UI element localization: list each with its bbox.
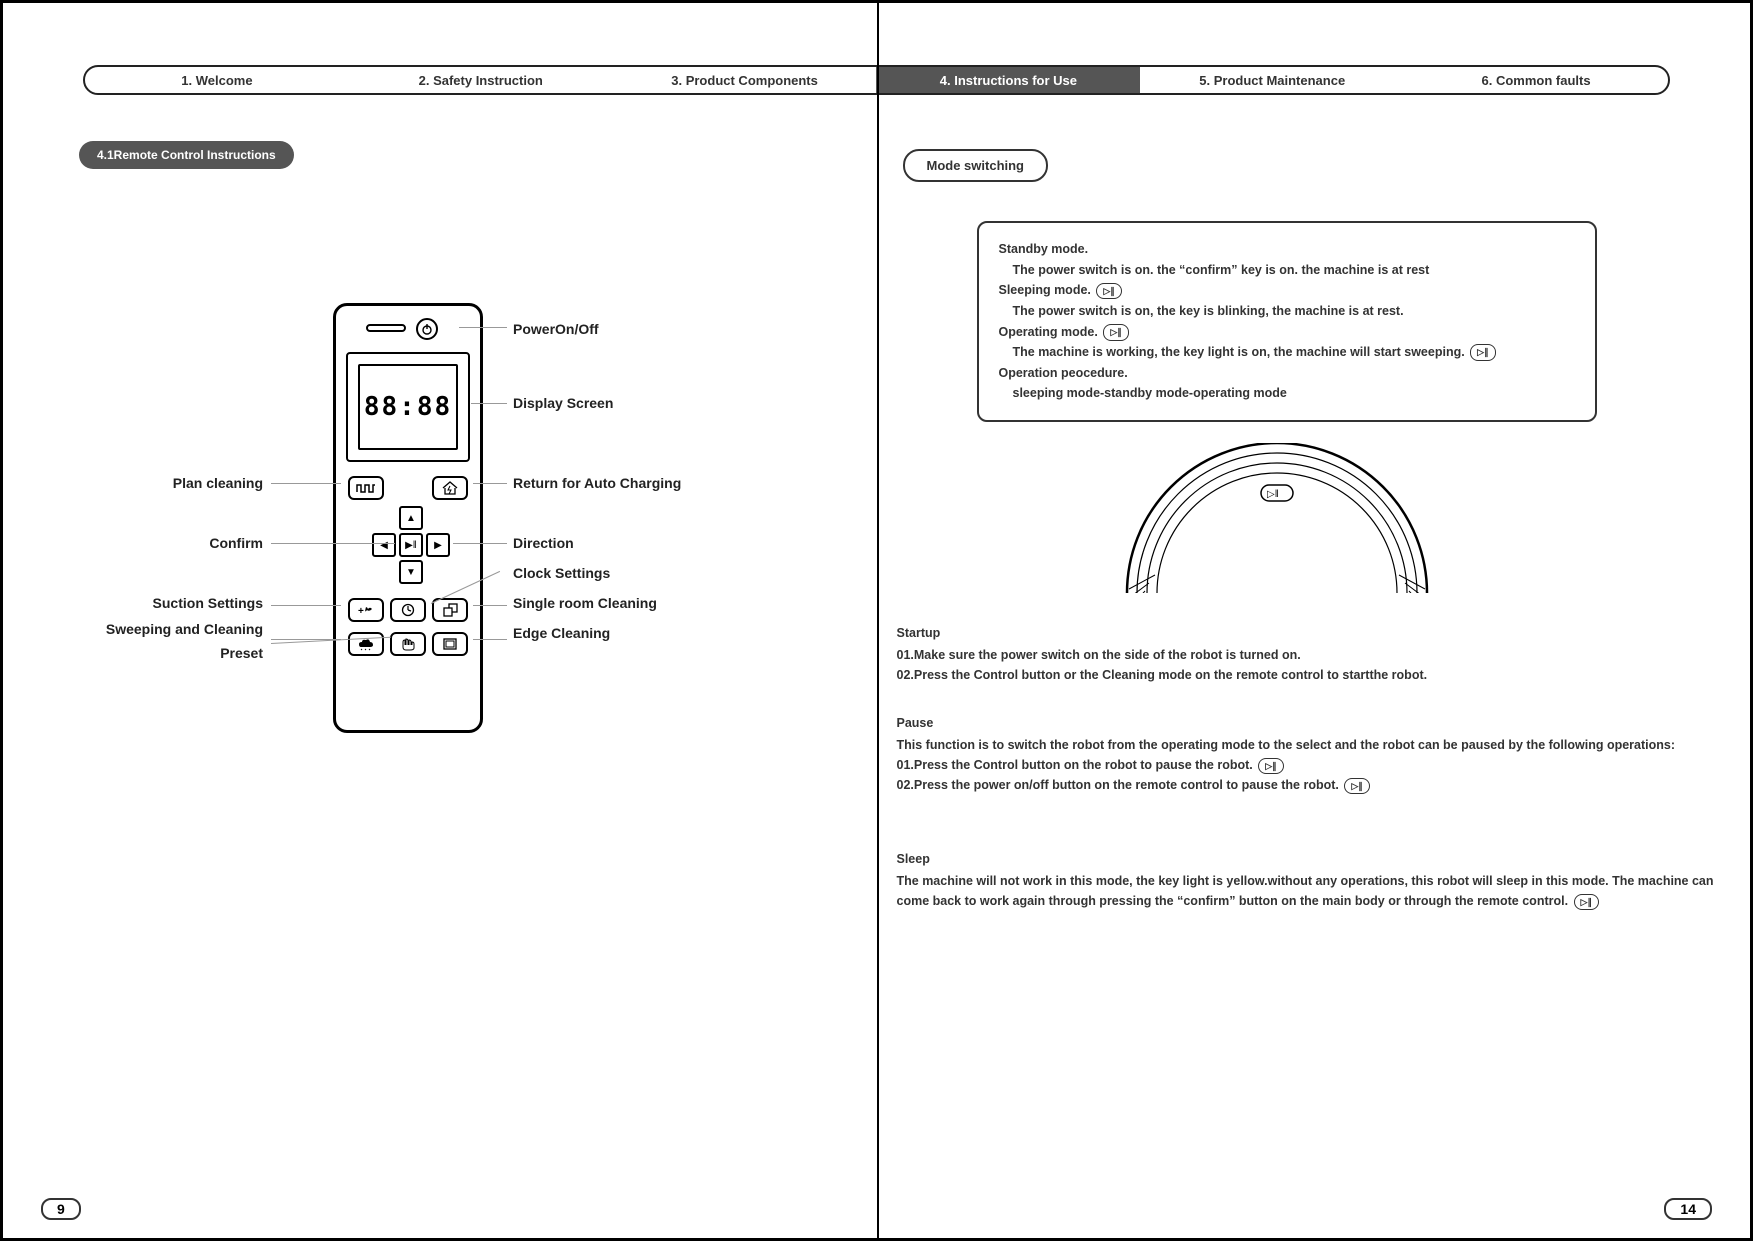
play-pause-icon: ▷∥ (1096, 283, 1121, 300)
room-icon (442, 603, 458, 617)
leader (271, 543, 395, 544)
remote-body: 88:88 ▲ ▼ ◀ ▶ ▶‖ (333, 303, 483, 733)
left-page: 4.1Remote Control Instructions 88:88 (3, 3, 877, 1238)
section-pill-remote: 4.1Remote Control Instructions (79, 141, 294, 169)
label-direction: Direction (513, 535, 574, 551)
edge-cleaning-button[interactable] (432, 632, 468, 656)
play-pause-icon: ▷∥ (1470, 344, 1495, 361)
dpad-left-button[interactable]: ◀ (372, 533, 396, 557)
operating-text: The machine is working, the key light is… (999, 342, 1575, 363)
dpad-right-button[interactable]: ▶ (426, 533, 450, 557)
leader (271, 483, 341, 484)
startup-line1: 01.Make sure the power switch on the sid… (897, 645, 1717, 665)
startup-line2: 02.Press the Control button or the Clean… (897, 665, 1717, 685)
display-screen-text: 88:88 (358, 364, 458, 450)
label-power: PowerOn/Off (513, 321, 599, 337)
label-plan: Plan cleaning (103, 475, 263, 491)
pause-line2: 02.Press the power on/off button on the … (897, 775, 1717, 795)
clock-button[interactable] (390, 598, 426, 622)
return-charging-button[interactable] (432, 476, 468, 500)
page-number-left: 9 (41, 1198, 81, 1220)
label-preset: Preset (103, 645, 263, 661)
pause-heading: Pause (897, 713, 1717, 733)
remote-ir-window (366, 324, 406, 332)
display-screen: 88:88 (346, 352, 470, 462)
edge-icon (442, 637, 458, 651)
pause-intro: This function is to switch the robot fro… (897, 735, 1717, 755)
play-pause-icon: ▷∥ (1344, 778, 1369, 794)
sweeping-button[interactable] (348, 632, 384, 656)
suction-button[interactable]: + (348, 598, 384, 622)
pause-section: Pause This function is to switch the rob… (897, 713, 1717, 795)
sleeping-heading: Sleeping mode. ▷∥ (999, 280, 1575, 301)
leader (271, 605, 341, 606)
plan-icon (355, 482, 377, 494)
sleeping-text: The power switch is on, the key is blink… (999, 301, 1575, 322)
label-display: Display Screen (513, 395, 613, 411)
dpad-down-button[interactable]: ▼ (399, 560, 423, 584)
clock-icon (401, 603, 415, 617)
power-button[interactable] (416, 318, 438, 340)
pause-line1: 01.Press the Control button on the robot… (897, 755, 1717, 775)
label-edge: Edge Cleaning (513, 625, 610, 641)
play-pause-icon: ▷∥ (1103, 324, 1128, 341)
robot-top-view-icon: ▷‖ (1097, 443, 1457, 593)
label-sweeping: Sweeping and Cleaning (33, 621, 263, 637)
standby-heading: Standby mode. (999, 239, 1575, 260)
mode-description-box: Standby mode. The power switch is on. th… (977, 221, 1597, 422)
hand-icon (400, 637, 416, 651)
procedure-text: sleeping mode-standby mode-operating mod… (999, 383, 1575, 404)
plan-cleaning-button[interactable] (348, 476, 384, 500)
leader (471, 403, 507, 404)
sleep-heading: Sleep (897, 849, 1717, 869)
sleep-text: The machine will not work in this mode, … (897, 871, 1717, 911)
operating-heading: Operating mode. ▷∥ (999, 322, 1575, 343)
single-room-button[interactable] (432, 598, 468, 622)
power-icon (421, 323, 433, 335)
leader (453, 543, 507, 544)
play-pause-icon: ▷∥ (1258, 758, 1283, 774)
label-clock: Clock Settings (513, 565, 610, 581)
sleep-section: Sleep The machine will not work in this … (897, 849, 1717, 911)
page-number-right: 14 (1664, 1198, 1712, 1220)
home-charge-icon (441, 481, 459, 495)
procedure-heading: Operation peocedure. (999, 363, 1575, 384)
right-page: Mode switching Standby mode. The power s… (877, 3, 1751, 1238)
svg-text:+: + (358, 606, 364, 617)
startup-heading: Startup (897, 623, 1717, 643)
preset-button[interactable] (390, 632, 426, 656)
leader (473, 483, 507, 484)
direction-pad: ▲ ▼ ◀ ▶ ▶‖ (372, 506, 450, 584)
manual-spread: 1. Welcome 2. Safety Instruction 3. Prod… (0, 0, 1753, 1241)
label-suction: Suction Settings (83, 595, 263, 611)
label-single-room: Single room Cleaning (513, 595, 657, 611)
section-pill-mode: Mode switching (903, 149, 1049, 182)
label-return-charge: Return for Auto Charging (513, 475, 681, 491)
dpad-up-button[interactable]: ▲ (399, 506, 423, 530)
leader (473, 639, 507, 640)
confirm-button[interactable]: ▶‖ (399, 533, 423, 557)
label-confirm: Confirm (103, 535, 263, 551)
svg-text:▷‖: ▷‖ (1267, 489, 1279, 500)
remote-diagram: 88:88 ▲ ▼ ◀ ▶ ▶‖ (63, 303, 803, 783)
leader (473, 605, 507, 606)
play-pause-icon: ▷∥ (1574, 894, 1599, 910)
fan-icon: + (357, 603, 375, 617)
standby-text: The power switch is on. the “confirm” ke… (999, 260, 1575, 281)
startup-section: Startup 01.Make sure the power switch on… (897, 623, 1717, 685)
leader (459, 327, 507, 328)
